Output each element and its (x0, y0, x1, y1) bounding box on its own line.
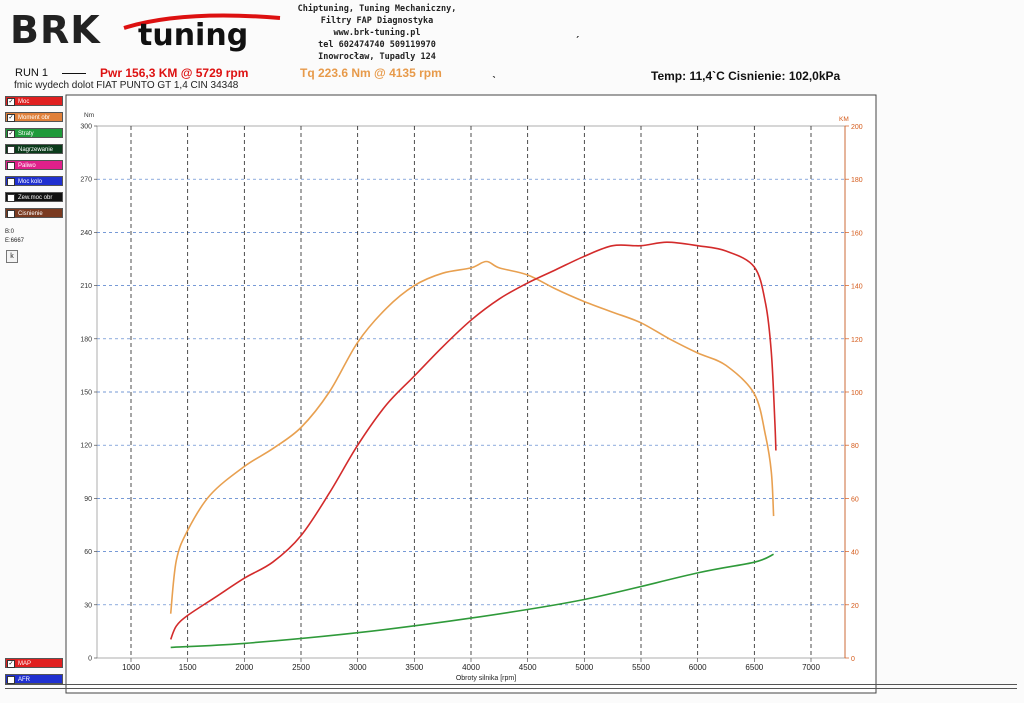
run-label: RUN 1 (15, 67, 49, 79)
right-tick-label: 120 (851, 337, 863, 344)
legend-item[interactable]: Zew.moc obr (5, 192, 63, 202)
power-summary: Pwr 156,3 KM @ 5729 rpm (100, 66, 249, 80)
x-tick-label: 2000 (235, 663, 253, 672)
x-tick-label: 5500 (632, 663, 650, 672)
run-line-sample (62, 73, 86, 74)
x-tick-label: 5000 (575, 663, 593, 672)
left-tick-label: 210 (80, 283, 92, 290)
legend-label: Paliwo (18, 163, 36, 169)
x-tick-label: 1500 (179, 663, 197, 672)
legend-checkbox[interactable] (7, 194, 15, 202)
company-line: Inowrocław, Tupadly 124 (318, 52, 436, 62)
x-axis-label: Obroty silnika [rpm] (456, 675, 516, 682)
company-line: www.brk-tuning.pl (333, 28, 421, 38)
logo-swoosh-icon (123, 13, 281, 30)
left-tick-label: 270 (80, 177, 92, 184)
legend-item[interactable]: ✓ Straty (5, 128, 63, 138)
right-tick-label: 140 (851, 284, 863, 291)
left-tick-label: 0 (88, 656, 92, 663)
x-tick-label: 6500 (745, 663, 763, 672)
power-curve (169, 241, 777, 640)
bottom-legend-item[interactable]: ✓ MAP (5, 658, 63, 668)
legend-label: AFR (18, 677, 30, 683)
legend-item[interactable]: Nagrzewanie (5, 144, 63, 154)
legend-item[interactable]: ✓ Moment obr (5, 112, 63, 122)
legend-item[interactable]: Paliwo (5, 160, 63, 170)
b-value: B:0 (5, 229, 15, 235)
left-tick-label: 150 (80, 390, 92, 397)
x-tick-label: 4500 (519, 663, 537, 672)
right-tick-label: 180 (851, 177, 863, 184)
left-tick-label: 90 (84, 496, 92, 503)
legend-label: Cisnienie (18, 211, 43, 217)
company-line: tel 602474740 509119970 (318, 40, 436, 50)
logo-brand-text: BRK (10, 8, 101, 52)
torque-summary: Tq 223.6 Nm @ 4135 rpm (300, 66, 442, 80)
x-tick-label: 1000 (122, 663, 140, 672)
legend-item[interactable]: Moc kolo (5, 176, 63, 186)
legend-checkbox[interactable]: ✓ (7, 660, 15, 668)
brk-tuning-logo: BRK tuning (10, 8, 281, 53)
left-axis-label: Nm (84, 112, 94, 119)
legend-checkbox[interactable] (7, 676, 15, 684)
divider (5, 684, 1017, 685)
e-value: E:6667 (5, 238, 25, 244)
measurement-subtitle: fmic wydech dolot FIAT PUNTO GT 1,4 CIN … (14, 80, 239, 91)
company-info: Chiptuning, Tuning Mechaniczny, Filtry F… (282, 3, 472, 63)
legend-checkbox[interactable]: ✓ (7, 114, 15, 122)
x-tick-label: 4000 (462, 663, 480, 672)
right-tick-label: 160 (851, 230, 863, 237)
legend-checkbox[interactable] (7, 146, 15, 154)
legend-label: Moment obr (18, 115, 51, 121)
torque-curve (169, 260, 775, 614)
left-tick-label: 120 (80, 443, 92, 450)
legend-label: Zew.moc obr (18, 195, 53, 201)
company-line: Chiptuning, Tuning Mechaniczny, (297, 4, 457, 14)
legend-checkbox[interactable] (7, 210, 15, 218)
legend-label: MAP (18, 661, 32, 667)
right-tick-label: 20 (851, 603, 859, 610)
legend-label: Straty (18, 131, 34, 137)
left-tick-label: 240 (80, 230, 92, 237)
losses-curve (170, 553, 774, 649)
logo-tuning-text: tuning (138, 18, 249, 53)
left-tick-label: 300 (80, 124, 92, 131)
left-tick-label: 30 (84, 602, 92, 609)
company-line: Filtry FAP Diagnostyka (320, 16, 434, 26)
divider (5, 688, 1017, 689)
conditions-readout: Temp: 11,4`C Cisnienie: 102,0kPa (651, 69, 841, 83)
right-tick-label: 60 (851, 496, 859, 503)
right-tick-label: 40 (851, 550, 859, 557)
bottom-legend-item[interactable]: AFR (5, 674, 63, 684)
legend-checkbox[interactable]: ✓ (7, 130, 15, 138)
x-tick-label: 3500 (405, 663, 423, 672)
pen-mark: ˎ (492, 62, 497, 78)
legend-label: Moc kolo (18, 179, 43, 185)
right-tick-label: 0 (851, 656, 855, 663)
right-tick-label: 80 (851, 443, 859, 450)
pen-mark: ˏ (575, 22, 580, 38)
x-tick-label: 6000 (689, 663, 707, 672)
x-tick-label: 7000 (802, 663, 820, 672)
x-tick-label: 2500 (292, 663, 310, 672)
k-button[interactable]: k (6, 250, 18, 263)
legend-checkbox[interactable]: ✓ (7, 98, 15, 106)
legend-label: Nagrzewanie (18, 147, 54, 153)
x-tick-label: 3000 (349, 663, 367, 672)
legend-checkbox[interactable] (7, 162, 15, 170)
left-tick-label: 60 (84, 549, 92, 556)
right-axis-label: KM (839, 116, 849, 123)
left-tick-label: 180 (80, 336, 92, 343)
right-tick-label: 100 (851, 390, 863, 397)
legend-item[interactable]: ✓ Moc (5, 96, 63, 106)
right-tick-label: 200 (851, 124, 863, 131)
legend-label: Moc (18, 99, 30, 105)
legend-checkbox[interactable] (7, 178, 15, 186)
legend-item[interactable]: Cisnienie (5, 208, 63, 218)
